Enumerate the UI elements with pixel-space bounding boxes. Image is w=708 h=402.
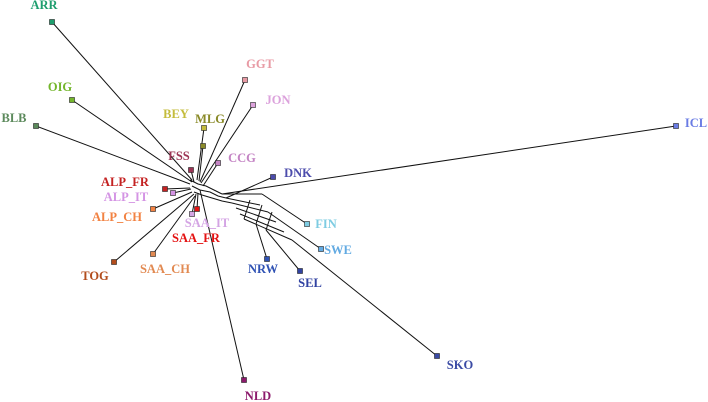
edge — [225, 197, 261, 206]
node-marker — [270, 174, 276, 180]
edge — [243, 218, 293, 241]
node-marker — [304, 221, 310, 227]
node-label: NLD — [245, 389, 271, 402]
edge — [113, 193, 195, 263]
edge — [191, 193, 197, 215]
node-marker — [150, 251, 156, 257]
node-marker — [200, 143, 206, 149]
node-marker — [242, 77, 248, 83]
node-marker — [170, 190, 176, 196]
node-marker — [49, 19, 55, 25]
edge — [193, 191, 233, 204]
node-marker — [250, 102, 256, 108]
edge — [243, 199, 251, 220]
network-core — [189, 179, 293, 241]
edge — [189, 179, 223, 195]
node-label: BEY — [163, 107, 189, 121]
edge — [239, 213, 285, 233]
node-label: SAA_CH — [140, 262, 190, 276]
edge — [255, 204, 263, 225]
node-marker — [673, 123, 679, 129]
edge — [291, 239, 438, 357]
node-marker — [189, 211, 195, 217]
edge — [71, 99, 193, 183]
node-marker — [318, 246, 324, 252]
node-marker — [194, 206, 200, 212]
edge — [51, 21, 193, 181]
node-label: FIN — [315, 217, 337, 231]
node-label: GGT — [246, 57, 274, 71]
edge — [199, 79, 246, 183]
node-marker — [111, 259, 117, 265]
node-marker — [188, 167, 194, 173]
edge — [225, 176, 274, 199]
node-marker — [434, 353, 440, 359]
edge — [164, 187, 191, 190]
node-marker — [264, 256, 270, 262]
node-label: BLB — [1, 111, 26, 125]
node-label: SWE — [324, 243, 352, 257]
edge — [152, 191, 193, 210]
node-label: NRW — [248, 262, 279, 276]
node-marker — [69, 97, 75, 103]
node-label: ARR — [30, 0, 58, 12]
edge — [152, 195, 196, 255]
node-marker — [162, 186, 168, 192]
edge — [231, 202, 269, 213]
edge — [191, 185, 227, 199]
edge — [196, 127, 205, 181]
node-label: OIG — [48, 80, 73, 94]
edge — [255, 223, 268, 260]
edge — [35, 125, 191, 185]
edge — [172, 188, 192, 194]
node-marker — [241, 377, 247, 383]
edge — [261, 193, 308, 225]
node-label: ICL — [685, 116, 707, 130]
node-marker — [201, 125, 207, 131]
node-label: SEL — [298, 276, 322, 290]
node-label: SKO — [447, 358, 474, 372]
node-marker — [297, 268, 303, 274]
node-marker — [150, 206, 156, 212]
node-label: FSS — [168, 149, 190, 163]
node-label: DNK — [284, 166, 312, 180]
edge — [199, 189, 245, 381]
edge — [265, 211, 273, 231]
edge — [202, 162, 219, 187]
edge — [200, 104, 254, 184]
node-label: ALP_CH — [92, 210, 142, 224]
node-marker — [33, 123, 39, 129]
node-marker — [215, 160, 221, 166]
node-label: CCG — [228, 151, 256, 165]
node-label: MLG — [195, 112, 225, 126]
edge — [198, 145, 204, 182]
edge — [267, 211, 322, 250]
node-label: SAA_FR — [172, 231, 221, 245]
node-label: ALP_IT — [104, 190, 149, 204]
node-label: SAA_IT — [185, 216, 230, 230]
node-label: ALP_FR — [101, 175, 150, 189]
edge — [265, 229, 301, 272]
node-label: TOG — [81, 269, 109, 283]
node-label: JON — [266, 93, 291, 107]
edge — [221, 125, 677, 195]
